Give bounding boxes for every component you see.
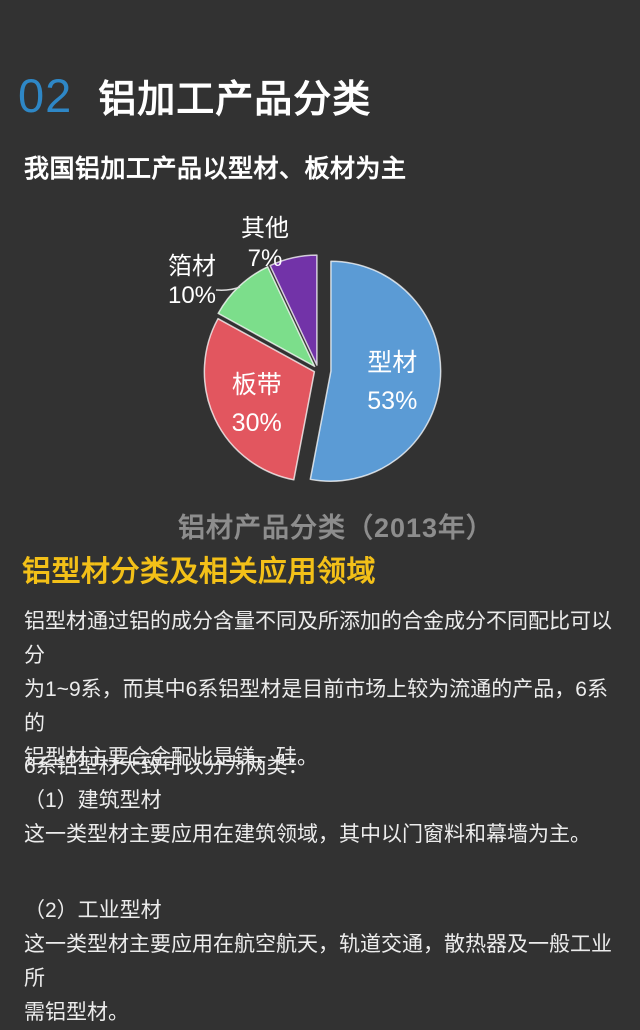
pie-label-profiles-name: 型材 (367, 349, 417, 377)
pie-label-plate-strip-value: 30% (232, 409, 282, 437)
pie-slice-other (269, 254, 318, 366)
section-number: 02 (18, 69, 73, 122)
item-architectural-title: （1）建筑型材 (24, 789, 162, 812)
pie-slice-foil (217, 266, 316, 368)
pie-slice-profiles (309, 260, 442, 482)
paragraph-two-types-block: 6系铝型材大致可以分为两类： （1）建筑型材 这一类型材主要应用在建筑领域，其中… (24, 750, 622, 852)
paragraph-two-types-intro: 6系铝型材大致可以分为两类： (24, 755, 309, 778)
item-industrial-desc: 这一类型材主要应用在航空航天，轨道交通，散热器及一般工业所 需铝型材。 (24, 933, 612, 1024)
article-heading: 铝型材分类及相关应用领域 (22, 556, 377, 588)
pie-label-foil-name: 箔材 (168, 253, 216, 280)
chart-headline: 我国铝加工产品以型材、板材为主 (24, 155, 407, 183)
pie-label-foil-value: 10% (168, 282, 216, 309)
paragraph-industrial-block: （2）工业型材 这一类型材主要应用在航空航天，轨道交通，散热器及一般工业所 需铝… (24, 894, 622, 1030)
pie-slice-plate-strip (203, 317, 316, 481)
item-industrial-title: （2）工业型材 (24, 899, 162, 922)
pie-label-other-name: 其他 (241, 215, 289, 242)
pie-label-plate-strip-name: 板带 (232, 371, 282, 399)
paragraph-alloy-series: 铝型材通过铝的成分含量不同及所添加的合金成分不同配比可以分 为1~9系，而其中6… (24, 610, 612, 769)
pie-chart: 型材 53% 板带 30% 箔材 10% 其他 7% (140, 198, 500, 498)
chart-caption: 铝材产品分类（2013年） (177, 513, 495, 543)
paragraph-alloy-series-block: 铝型材通过铝的成分含量不同及所添加的合金成分不同配比可以分 为1~9系，而其中6… (24, 605, 622, 775)
page-title: 铝加工产品分类 (98, 79, 372, 121)
pie-label-other-value: 7% (248, 245, 283, 272)
section-header: 02 铝加工产品分类 (18, 68, 371, 123)
pie-label-profiles-value: 53% (367, 387, 417, 415)
pie-leader-line-foil (215, 286, 241, 291)
item-architectural-desc: 这一类型材主要应用在建筑领域，其中以门窗料和幕墙为主。 (24, 823, 591, 846)
